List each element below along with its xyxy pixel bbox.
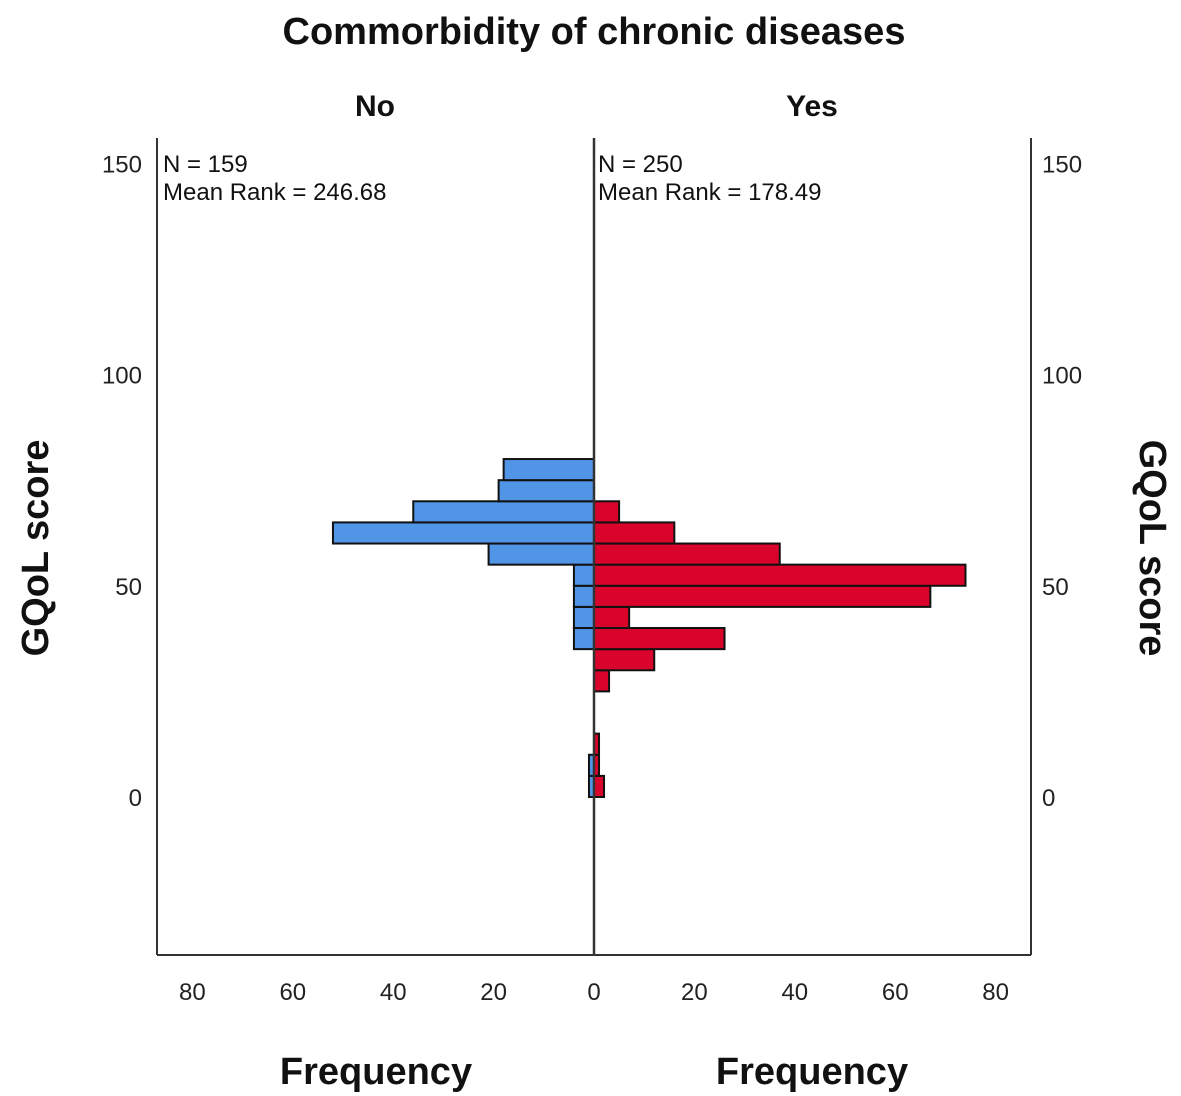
x-tick-label-right: 60 xyxy=(882,979,909,1006)
bar-yes-7 xyxy=(593,627,726,651)
bar-no-13 xyxy=(412,500,595,524)
bar-no-9 xyxy=(572,584,595,608)
x-tick-label-left: 20 xyxy=(480,979,507,1006)
bar-yes-9 xyxy=(593,584,932,608)
bar-yes-10 xyxy=(593,563,967,587)
bar-yes-8 xyxy=(593,605,631,630)
y-tick-label-right: 150 xyxy=(1042,151,1082,178)
bar-no-10 xyxy=(572,563,595,587)
bar-yes-6 xyxy=(593,648,656,672)
y-axis-title-right: GQoL score xyxy=(1131,440,1173,657)
bar-yes-0 xyxy=(593,774,606,799)
bar-yes-5 xyxy=(593,669,611,693)
y-tick-label-right: 50 xyxy=(1042,574,1069,601)
bar-yes-11 xyxy=(593,542,781,566)
panel-title-no: No xyxy=(355,90,395,123)
y-tick-label-left: 0 xyxy=(129,785,142,812)
x-tick-label-zero: 0 xyxy=(587,979,600,1006)
bar-no-14 xyxy=(497,479,595,503)
note-rank-no: Mean Rank = 246.68 xyxy=(163,179,387,206)
bar-yes-12 xyxy=(593,521,676,545)
chart-title: Commorbidity of chronic diseases xyxy=(283,11,906,53)
y-tick-label-left: 150 xyxy=(102,151,142,178)
y-tick-label-left: 100 xyxy=(102,363,142,390)
bar-yes-13 xyxy=(593,500,621,524)
bar-no-8 xyxy=(572,605,595,630)
y-tick-label-right: 0 xyxy=(1042,785,1055,812)
x-tick-label-right: 40 xyxy=(781,979,808,1006)
x-axis-title-right: Frequency xyxy=(716,1051,908,1093)
bars-group xyxy=(331,458,967,799)
x-tick-label-left: 40 xyxy=(380,979,407,1006)
bar-no-7 xyxy=(572,627,595,651)
y-axis-title-left: GQoL score xyxy=(15,440,57,657)
bar-no-12 xyxy=(331,521,595,545)
bar-no-11 xyxy=(487,542,595,566)
note-rank-yes: Mean Rank = 178.49 xyxy=(598,179,822,206)
x-tick-label-left: 60 xyxy=(279,979,306,1006)
note-n-yes: N = 250 xyxy=(598,151,683,178)
y-tick-label-left: 50 xyxy=(115,574,142,601)
y-tick-label-right: 100 xyxy=(1042,363,1082,390)
panel-title-yes: Yes xyxy=(786,90,838,123)
note-n-no: N = 159 xyxy=(163,151,248,178)
axes-group xyxy=(156,138,1032,956)
x-tick-label-right: 80 xyxy=(982,979,1009,1006)
bar-no-15 xyxy=(502,458,596,482)
x-axis-title-left: Frequency xyxy=(280,1051,472,1093)
x-tick-label-right: 20 xyxy=(681,979,708,1006)
x-tick-label-left: 80 xyxy=(179,979,206,1006)
ticks-group: 0 0 50 50 100 100 150 150 0 20 20 40 40 60 60 80 80 xyxy=(102,151,1082,1006)
